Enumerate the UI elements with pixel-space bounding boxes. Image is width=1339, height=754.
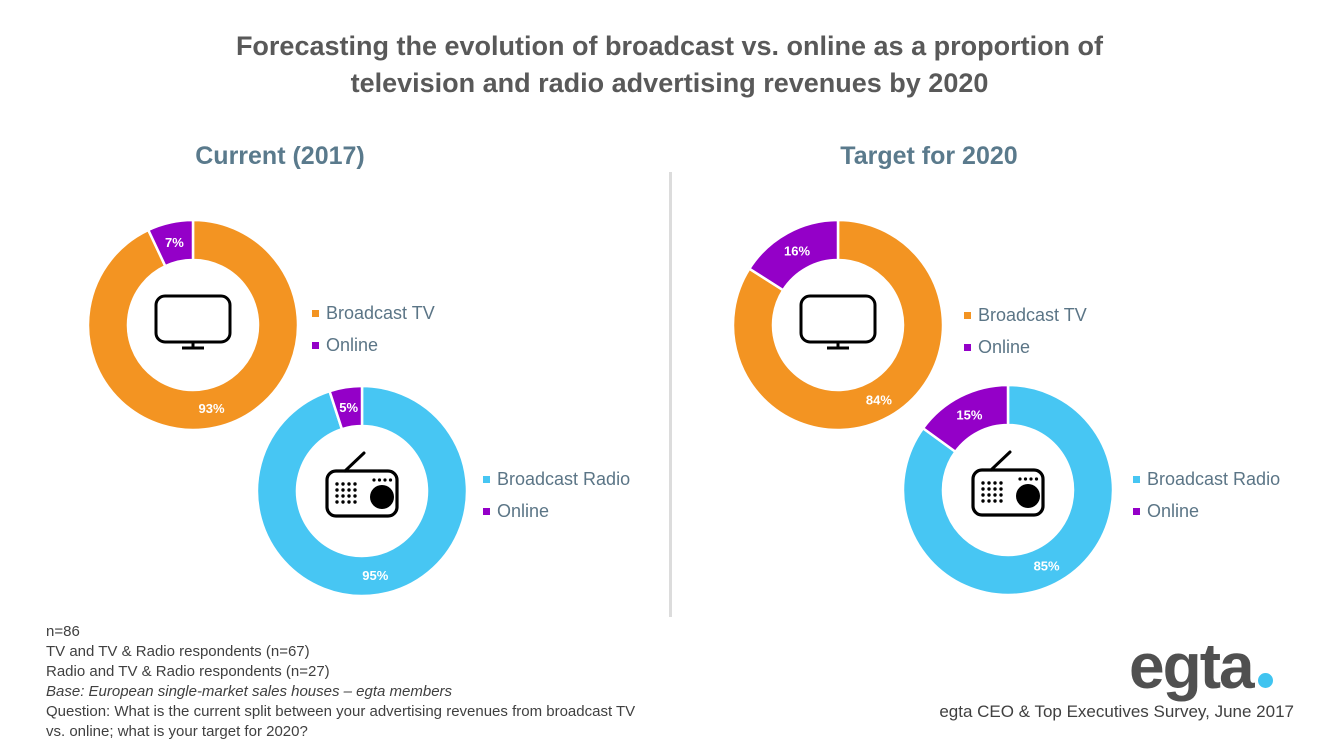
donut-current-tv: 93% 7% — [86, 218, 300, 432]
legend-target-tv: Broadcast TV Online — [964, 299, 1087, 363]
legend-marker-broadcast-radio — [483, 475, 490, 483]
legend-item-broadcast-radio: Broadcast Radio — [1133, 463, 1280, 495]
tv-icon — [154, 294, 232, 350]
legend-label-online: Online — [326, 335, 379, 355]
footnote-base: Base: European single-market sales house… — [46, 683, 453, 700]
chart-title-line-2: television and radio advertising revenue… — [350, 68, 989, 98]
legend-label-broadcast-tv: Broadcast TV — [978, 305, 1087, 325]
chart-title: Forecasting the evolution of broadcast v… — [0, 28, 1339, 102]
donut-slice-label-online: 16% — [784, 244, 810, 259]
donut-slice-broadcast — [255, 384, 469, 598]
panel-divider — [669, 172, 672, 617]
donut-slice-online — [747, 218, 840, 292]
legend-marker-broadcast-tv — [964, 311, 971, 319]
donut-target-radio: 85% 15% — [901, 383, 1115, 597]
legend-item-online: Online — [312, 329, 435, 361]
legend-label-broadcast-radio: Broadcast Radio — [1147, 469, 1281, 489]
donut-slice-online — [146, 218, 195, 268]
donut-slice-broadcast — [901, 383, 1115, 597]
legend-marker-online — [312, 341, 319, 349]
donut-current-radio: 95% 5% — [255, 384, 469, 598]
legend-current-radio: Broadcast Radio Online — [483, 463, 630, 527]
legend-item-online: Online — [1133, 495, 1280, 527]
donut-slice-label-broadcast: 84% — [866, 392, 892, 407]
footnote-question-line-1: Question: What is the current split betw… — [46, 703, 636, 720]
donut-slice-label-online: 15% — [956, 407, 982, 422]
chart-title-line-1: Forecasting the evolution of broadcast v… — [235, 31, 1104, 61]
egta-logo-text: egta — [1129, 630, 1255, 702]
legend-marker-online — [483, 507, 490, 515]
legend-label-broadcast-tv: Broadcast TV — [326, 303, 435, 323]
footnote-radio-respondents: Radio and TV & Radio respondents (n=27) — [46, 663, 330, 680]
footnotes: n=86 TV and TV & Radio respondents (n=67… — [46, 622, 726, 742]
legend-current-tv: Broadcast TV Online — [312, 297, 435, 361]
legend-item-broadcast-radio: Broadcast Radio — [483, 463, 630, 495]
donut-slice-online — [327, 384, 364, 431]
legend-marker-broadcast-radio — [1133, 475, 1140, 483]
donut-slice-label-broadcast: 95% — [362, 568, 388, 583]
legend-target-radio: Broadcast Radio Online — [1133, 463, 1280, 527]
legend-item-online: Online — [964, 331, 1087, 363]
source-citation: egta CEO & Top Executives Survey, June 2… — [939, 702, 1294, 721]
donut-slice-label-online: 7% — [165, 235, 184, 250]
donut-slice-label-broadcast: 85% — [1034, 559, 1060, 574]
legend-item-broadcast-tv: Broadcast TV — [964, 299, 1087, 331]
donut-target-tv: 84% 16% — [731, 218, 945, 432]
legend-marker-online — [1133, 507, 1140, 515]
egta-logo: egta — [1129, 618, 1273, 698]
footnote-sample-size: n=86 — [46, 623, 80, 640]
legend-item-broadcast-tv: Broadcast TV — [312, 297, 435, 329]
donut-slice-broadcast — [731, 218, 945, 432]
legend-label-online: Online — [497, 501, 550, 521]
panel-title-current: Current (2017) — [195, 142, 365, 170]
donut-slice-label-broadcast: 93% — [199, 401, 225, 416]
legend-item-online: Online — [483, 495, 630, 527]
tv-icon — [799, 294, 877, 350]
legend-label-online: Online — [1147, 501, 1200, 521]
donut-slice-online — [921, 383, 1010, 454]
footnote-tv-respondents: TV and TV & Radio respondents (n=67) — [46, 643, 310, 660]
donut-slice-broadcast — [86, 218, 300, 432]
legend-marker-online — [964, 343, 971, 351]
legend-label-broadcast-radio: Broadcast Radio — [497, 469, 631, 489]
panel-title-target: Target for 2020 — [840, 142, 1018, 170]
donut-slice-label-online: 5% — [339, 400, 358, 415]
legend-label-online: Online — [978, 337, 1031, 357]
radio-icon — [971, 450, 1045, 517]
egta-logo-dot — [1257, 673, 1273, 688]
legend-marker-broadcast-tv — [312, 309, 319, 317]
radio-icon — [325, 451, 399, 518]
footnote-question-line-2: vs. online; what is your target for 2020… — [46, 723, 308, 740]
